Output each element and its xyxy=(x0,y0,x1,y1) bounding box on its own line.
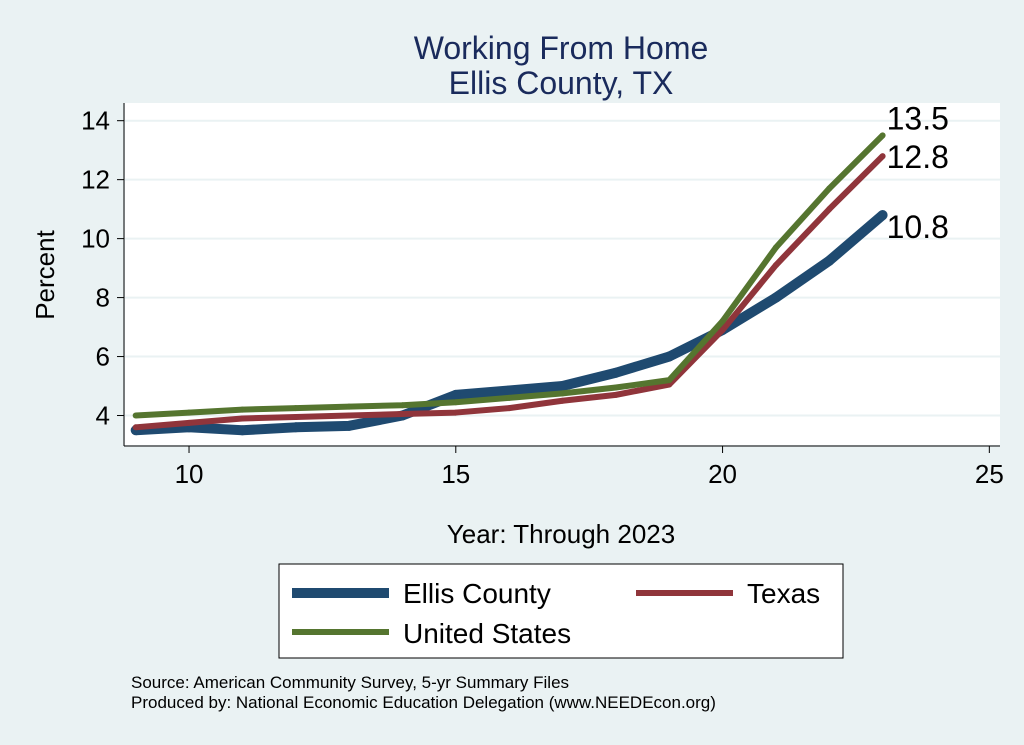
x-tick-label: 10 xyxy=(175,459,204,489)
y-tick-label: 8 xyxy=(96,283,110,313)
legend-label-ellis-county: Ellis County xyxy=(403,578,551,609)
y-tick-label: 14 xyxy=(81,106,110,136)
data-point-texas xyxy=(826,206,833,213)
data-point-united-states xyxy=(452,399,459,406)
data-point-ellis-county xyxy=(824,255,835,266)
data-point-united-states xyxy=(666,377,673,384)
x-axis-label: Year: Through 2023 xyxy=(447,519,675,549)
data-point-texas xyxy=(506,405,513,412)
data-point-united-states xyxy=(612,384,619,391)
data-point-texas xyxy=(399,411,406,418)
producer-note: Produced by: National Economic Education… xyxy=(131,693,716,712)
y-tick-label: 6 xyxy=(96,342,110,372)
y-tick-label: 4 xyxy=(96,401,110,431)
x-tick-label: 25 xyxy=(975,459,1004,489)
data-point-ellis-county xyxy=(664,351,675,362)
legend-label-texas: Texas xyxy=(747,578,820,609)
data-point-texas xyxy=(346,412,353,419)
chart-title: Working From Home xyxy=(414,30,709,66)
data-point-texas xyxy=(186,419,193,426)
data-point-united-states xyxy=(399,402,406,409)
source-note: Source: American Community Survey, 5-yr … xyxy=(131,673,569,692)
y-tick-label: 12 xyxy=(81,165,110,195)
data-point-ellis-county xyxy=(450,389,461,400)
legend-label-united-states: United States xyxy=(403,618,571,649)
data-point-texas xyxy=(292,413,299,420)
y-axis-label: Percent xyxy=(30,229,60,319)
data-point-texas xyxy=(132,424,139,431)
data-point-united-states xyxy=(506,394,513,401)
data-point-ellis-county xyxy=(504,385,515,396)
data-point-united-states xyxy=(239,406,246,413)
y-tick-label: 10 xyxy=(81,224,110,254)
legend-box xyxy=(278,563,844,659)
data-point-united-states xyxy=(719,318,726,325)
data-point-texas xyxy=(772,262,779,269)
data-point-texas xyxy=(719,327,726,334)
data-point-united-states xyxy=(879,132,886,139)
chart-subtitle: Ellis County, TX xyxy=(449,65,674,101)
x-tick-label: 20 xyxy=(708,459,737,489)
data-point-united-states xyxy=(559,390,566,397)
data-point-ellis-county xyxy=(290,422,301,433)
data-point-ellis-county xyxy=(237,425,248,436)
data-point-texas xyxy=(452,409,459,416)
end-label-united-states: 13.5 xyxy=(887,100,949,136)
data-point-united-states xyxy=(292,405,299,412)
data-point-texas xyxy=(879,153,886,160)
data-point-ellis-county xyxy=(610,367,621,378)
data-point-texas xyxy=(559,397,566,404)
legend-item-texas: Texas xyxy=(636,578,820,609)
data-point-united-states xyxy=(772,244,779,251)
data-point-ellis-county xyxy=(770,292,781,303)
end-label-texas: 12.8 xyxy=(887,139,949,175)
data-point-ellis-county xyxy=(344,420,355,431)
data-point-texas xyxy=(239,415,246,422)
x-tick-label: 15 xyxy=(441,459,470,489)
data-point-united-states xyxy=(346,403,353,410)
data-point-united-states xyxy=(826,185,833,192)
data-point-united-states xyxy=(186,409,193,416)
data-point-ellis-county xyxy=(877,210,888,221)
data-point-united-states xyxy=(132,412,139,419)
legend-item-united-states: United States xyxy=(292,618,571,649)
legend-item-ellis-county: Ellis County xyxy=(292,578,551,609)
data-point-ellis-county xyxy=(557,381,568,392)
data-point-texas xyxy=(612,391,619,398)
end-label-ellis-county: 10.8 xyxy=(887,209,949,245)
